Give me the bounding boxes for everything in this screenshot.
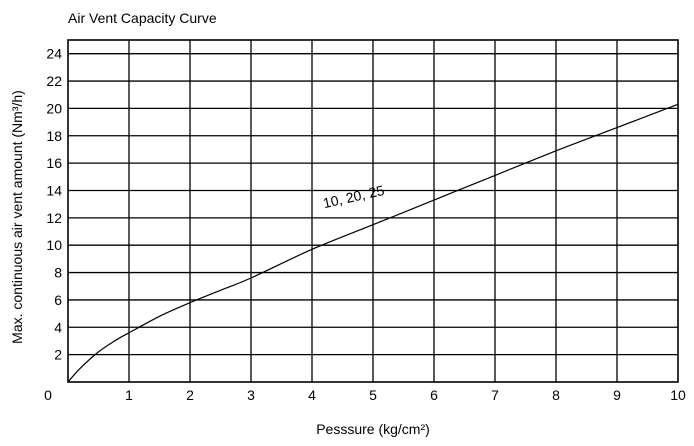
x-tick-label: 0 [44,387,52,403]
x-tick-label: 6 [430,387,438,403]
y-axis-label: Max. continuous air vent amount (Nm³/h) [9,90,25,344]
x-tick-label: 2 [186,387,194,403]
y-tick-label: 4 [54,319,62,335]
y-tick-label: 12 [46,210,62,226]
x-tick-label: 9 [613,387,621,403]
y-tick-label: 6 [54,292,62,308]
y-tick-label: 18 [46,128,62,144]
y-tick-label: 2 [54,347,62,363]
y-tick-label: 8 [54,265,62,281]
series-line [67,103,679,383]
y-tick-label: 16 [46,155,62,171]
x-tick-label: 5 [369,387,377,403]
y-tick-label: 24 [46,46,62,62]
curve-label: 10, 20, 25 [321,182,385,211]
y-tick-label: 20 [46,100,62,116]
x-axis-label: Pesssure (kg/cm²) [316,421,430,437]
x-tick-label: 4 [308,387,316,403]
y-tick-label: 22 [46,73,62,89]
x-tick-label: 7 [491,387,499,403]
chart-title: Air Vent Capacity Curve [68,10,217,26]
y-tick-label: 10 [46,237,62,253]
x-tick-label: 10 [670,387,686,403]
y-tick-label: 14 [46,182,62,198]
x-tick-label: 1 [125,387,133,403]
plot-frame [67,39,679,383]
grid [68,40,678,382]
x-tick-label: 3 [247,387,255,403]
x-axis-ticks: 0 1 2 3 4 5 6 7 8 9 10 [44,387,686,403]
x-tick-label: 8 [552,387,560,403]
